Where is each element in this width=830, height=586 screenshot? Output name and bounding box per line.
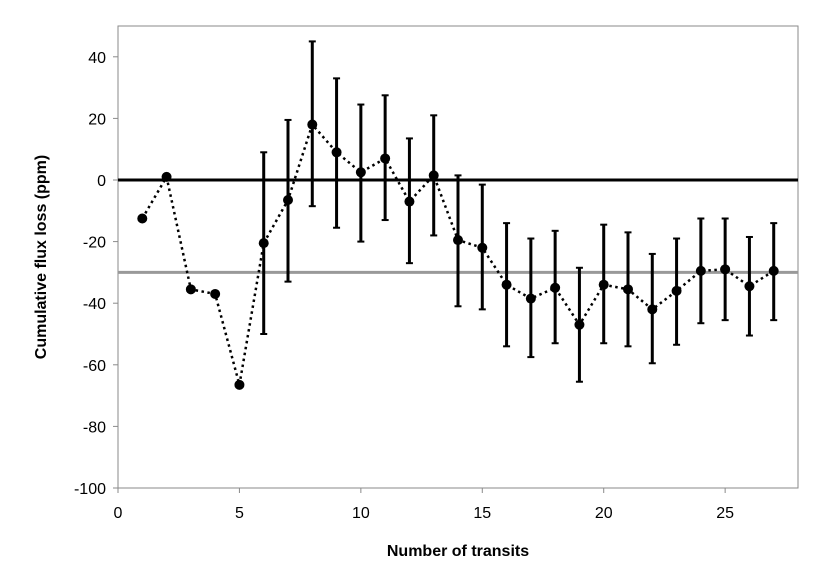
data-point [477,242,488,253]
y-axis: 40 20 0 -20 -40 -60 -80 -100 [74,50,118,498]
data-point [185,284,196,295]
x-tick-label: 0 [114,505,123,522]
x-axis: 0 5 10 15 20 25 [114,488,734,522]
data-point [307,119,318,130]
data-point [744,281,755,292]
data-point [453,235,463,246]
data-point [283,195,293,206]
y-tick-label: 40 [88,50,106,67]
data-point [550,282,561,293]
data-point [768,265,779,276]
data-point [647,304,658,315]
data-point [234,379,245,390]
x-tick-label: 20 [595,505,613,522]
data-point [623,284,633,295]
x-tick-label: 10 [352,505,370,522]
data-series [137,40,779,390]
x-tick-label: 25 [716,505,734,522]
y-tick-label: -60 [83,358,106,375]
y-tick-label: -20 [83,235,106,252]
x-axis-title: Number of transits [387,543,529,560]
data-point [210,288,221,299]
data-point [161,171,172,182]
data-point [695,265,706,276]
data-point [258,238,269,249]
data-point [331,147,342,158]
y-tick-label: 20 [88,111,106,128]
data-point [355,167,366,178]
data-point [137,213,148,224]
data-point [574,319,585,330]
data-point [404,196,415,207]
y-tick-label: 0 [97,173,106,190]
data-point [525,293,536,304]
y-tick-label: -40 [83,296,106,313]
data-point [428,170,439,181]
y-tick-label: -80 [83,419,106,436]
x-tick-label: 15 [473,505,491,522]
data-point [720,264,731,275]
data-point [380,153,391,164]
data-point [598,279,609,290]
x-tick-label: 5 [235,505,244,522]
y-axis-title: Cumulative flux loss (ppm) [33,155,50,359]
data-point [501,279,512,290]
data-point [671,285,682,296]
y-tick-label: -100 [74,481,106,498]
